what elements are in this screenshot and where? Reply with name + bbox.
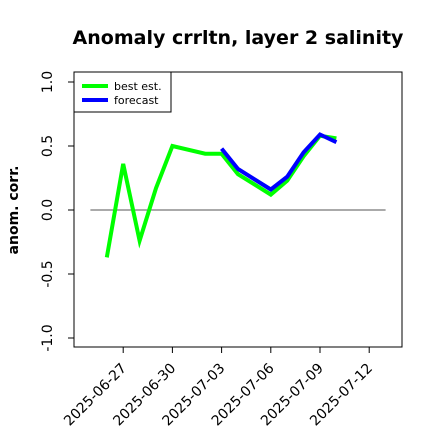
y-tick-label: -0.5 <box>40 260 56 287</box>
legend-label: best est. <box>114 80 162 93</box>
y-tick-label: 0.0 <box>40 199 56 221</box>
legend-label: forecast <box>114 94 159 107</box>
plot-area: -1.0-0.50.00.51.02025-06-272025-06-30202… <box>40 71 403 429</box>
y-axis-label: anom. corr. <box>6 166 22 255</box>
legend-box <box>73 71 172 113</box>
series-line-best-est <box>104 133 337 258</box>
y-tick-label: -1.0 <box>40 324 56 351</box>
chart-title: Anomaly crrltn, layer 2 salinity <box>73 27 404 49</box>
series-line-forecast <box>220 132 338 192</box>
y-tick-label: 0.5 <box>40 135 56 157</box>
y-tick-label: 1.0 <box>40 71 56 93</box>
